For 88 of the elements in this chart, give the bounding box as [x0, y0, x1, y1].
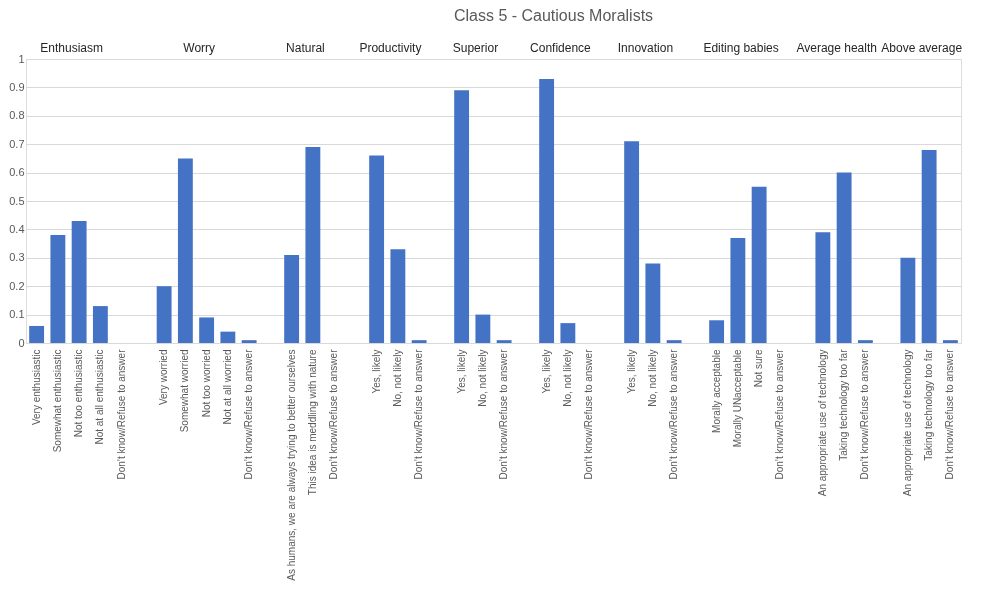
x-tick-label: Taking technology too far: [838, 348, 850, 461]
bar: [709, 320, 725, 343]
bar: [645, 263, 661, 343]
x-tick-label: Don’t know/Refuse to answer: [115, 348, 127, 480]
bar: [836, 172, 852, 343]
x-tick-label: No, not likely: [646, 349, 658, 407]
bar: [857, 340, 873, 343]
x-tick-label: An appropriate use of technology: [816, 349, 828, 497]
text: Enthusiasm: [40, 41, 104, 55]
y-tick-label: 0.5: [9, 194, 25, 207]
x-tick-label: Morally UNacceptable: [731, 349, 743, 448]
text: Innovation: [617, 41, 674, 55]
bar: [390, 249, 406, 343]
x-tick-label: Taking technology too far: [923, 348, 935, 461]
bar: [730, 237, 746, 343]
text: Average health: [796, 41, 877, 55]
y-tick-label: 0.3: [9, 251, 25, 264]
x-tick-label: Don’t know/Refuse to answer: [243, 348, 255, 480]
text: Worry: [183, 41, 216, 55]
bar: [411, 340, 427, 343]
y-tick-label: 0.4: [9, 222, 25, 235]
x-tick-label: Somewhat enthusiastic: [51, 349, 63, 453]
text: Superior: [452, 41, 499, 55]
bar: [539, 78, 555, 343]
x-tick-label: No, not likely: [476, 349, 488, 407]
text: Productivity: [359, 41, 422, 55]
x-tick-label: This idea is meddling with nature: [306, 349, 318, 496]
x-tick-label: Not sure: [753, 349, 765, 388]
x-tick-label: Very enthusiastic: [30, 349, 42, 426]
bar: [220, 331, 236, 343]
x-tick-label: Don’t know/Refuse to answer: [328, 348, 340, 480]
bar: [942, 340, 958, 343]
x-tick-label: No, not likely: [391, 349, 403, 407]
y-tick-label: 1: [18, 52, 25, 65]
bar: [50, 235, 66, 343]
x-tick-label: Don’t know/Refuse to answer: [413, 348, 425, 480]
y-tick-label: 0: [18, 336, 25, 349]
y-tick-label: 0.8: [9, 109, 25, 122]
chart-title: Class 5 - Cautious Moralists: [453, 7, 654, 24]
x-tick-label: Not at all enthusiastic: [94, 349, 106, 445]
x-tick-label: Not at all worried: [221, 349, 233, 425]
bar: [369, 155, 385, 343]
bar: [624, 141, 640, 343]
x-tick-label: Somewhat worried: [179, 349, 191, 433]
x-tick-label: No, not likely: [561, 349, 573, 407]
bar: [475, 314, 491, 343]
x-tick-label: Don’t know/Refuse to answer: [859, 348, 871, 480]
bar: [156, 286, 172, 343]
bar: [199, 317, 215, 343]
bar: [815, 232, 831, 343]
bar: [305, 147, 321, 343]
x-tick-label: Yes, likely: [540, 349, 552, 394]
x-tick-label: As humans, we are always trying to better ourselves: [285, 349, 297, 581]
bar: [177, 158, 193, 343]
x-tick-label: An appropriate use of technology: [901, 349, 913, 497]
x-tick-label: Not too worried: [200, 349, 212, 418]
x-tick-label: Yes, likely: [625, 349, 637, 394]
y-tick-label: 0.9: [9, 80, 25, 93]
y-tick-label: 0.6: [9, 166, 25, 179]
text: Editing babies: [703, 41, 779, 55]
bar: [496, 340, 512, 343]
bar: [29, 325, 45, 343]
bar: [71, 220, 87, 343]
bar: [900, 257, 916, 343]
bar: [92, 306, 108, 343]
text: Confidence: [530, 41, 592, 55]
y-tick-label: 0.1: [9, 308, 25, 321]
x-tick-label: Not too enthusiastic: [73, 349, 85, 438]
x-tick-label: Don’t know/Refuse to answer: [668, 348, 680, 480]
text: Natural: [286, 41, 325, 55]
y-tick-label: 0.2: [9, 279, 25, 292]
bar: [454, 90, 470, 343]
x-tick-label: Very worried: [158, 349, 170, 406]
bar: [666, 340, 682, 343]
y-tick-label: 0.7: [9, 137, 25, 150]
x-tick-label: Morally acceptable: [710, 349, 722, 433]
x-tick-label: Yes, likely: [370, 349, 382, 394]
text: Above average: [881, 41, 963, 55]
x-tick-label: Don’t know/Refuse to answer: [583, 348, 595, 480]
bar: [241, 340, 257, 343]
bar: [284, 254, 300, 343]
x-tick-label: Yes, likely: [455, 349, 467, 394]
x-tick-label: Don’t know/Refuse to answer: [774, 348, 786, 480]
x-tick-label: Don’t know/Refuse to answer: [944, 348, 956, 480]
bar: [921, 149, 937, 343]
x-tick-label: Don’t know/Refuse to answer: [498, 348, 510, 480]
bar: [751, 186, 767, 343]
bar: [560, 323, 576, 343]
